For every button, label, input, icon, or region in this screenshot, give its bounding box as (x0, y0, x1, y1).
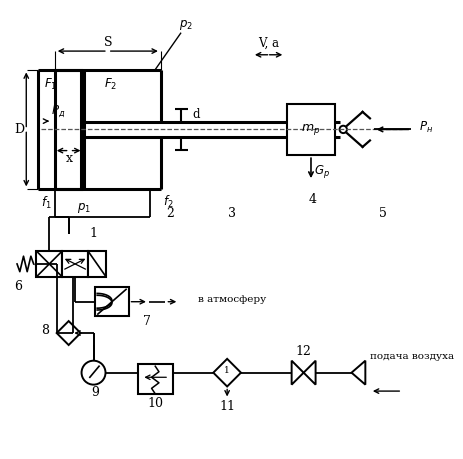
Text: $P_д$: $P_д$ (51, 103, 66, 119)
Text: S: S (103, 36, 112, 49)
Text: $f_2$: $f_2$ (163, 194, 173, 210)
Text: 1: 1 (89, 227, 97, 240)
Text: 6: 6 (14, 280, 22, 292)
Text: d: d (192, 108, 199, 121)
Text: 4: 4 (308, 193, 316, 206)
Text: 5: 5 (378, 207, 386, 220)
Bar (36, 251, 62, 277)
Text: 1: 1 (224, 366, 230, 375)
Text: $p_2$: $p_2$ (178, 18, 192, 32)
Bar (62, 251, 88, 277)
Bar (88, 251, 106, 277)
Text: 10: 10 (147, 397, 163, 409)
Text: 11: 11 (219, 400, 235, 413)
Text: 3: 3 (227, 207, 235, 220)
Text: V, a: V, a (257, 37, 279, 50)
Text: D: D (15, 123, 25, 136)
Text: $p_1$: $p_1$ (77, 201, 91, 215)
Bar (287, 104, 334, 155)
Text: $f_1$: $f_1$ (41, 195, 51, 211)
Text: $m_р$: $m_р$ (300, 122, 320, 137)
Text: 9: 9 (91, 386, 99, 398)
Text: $F_2$: $F_2$ (103, 77, 117, 92)
Text: подача воздуха: подача воздуха (369, 352, 453, 361)
Text: x: x (66, 152, 73, 165)
Text: $G_р$: $G_р$ (313, 163, 329, 180)
Text: 2: 2 (166, 207, 174, 220)
Text: $P_н$: $P_н$ (418, 120, 432, 135)
Text: 12: 12 (295, 345, 311, 358)
Text: в атмосферу: в атмосферу (197, 296, 265, 304)
Bar (95, 287, 128, 316)
Text: 8: 8 (42, 324, 50, 337)
Bar (55, 69, 81, 189)
Text: 7: 7 (143, 315, 150, 329)
Text: $F_1$: $F_1$ (44, 77, 57, 92)
Bar (138, 364, 172, 394)
